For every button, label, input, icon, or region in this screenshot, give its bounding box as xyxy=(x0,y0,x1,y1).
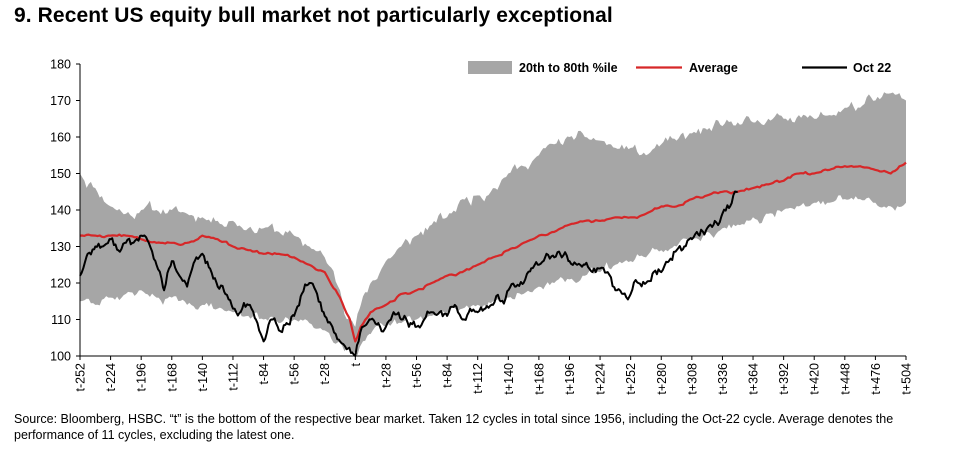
x-tick-label: t-28 xyxy=(318,363,332,385)
x-tick-label: t-224 xyxy=(104,363,118,392)
x-tick-label: t+420 xyxy=(808,363,822,395)
x-tick-label: t xyxy=(349,362,363,366)
y-tick-label: 140 xyxy=(50,204,71,218)
x-tick-label: t+280 xyxy=(655,363,669,395)
legend-band-label: 20th to 80th %ile xyxy=(519,61,618,75)
x-tick-label: t-112 xyxy=(227,363,241,391)
x-tick-label: t+252 xyxy=(624,363,638,395)
chart: 100 110 120 130 140 150 160 170 180 t-252 t-224 t-1… xyxy=(50,58,913,395)
x-tick-label: t+476 xyxy=(869,363,883,395)
x-tick-label: t+28 xyxy=(379,363,393,388)
legend-oct22-label: Oct 22 xyxy=(853,61,891,75)
y-tick-label: 130 xyxy=(50,240,71,254)
x-tick-label: t+448 xyxy=(838,363,852,395)
x-tick-label: t-140 xyxy=(196,363,210,392)
x-tick-label: t+392 xyxy=(777,363,791,395)
legend: 20th to 80th %ile Average Oct 22 xyxy=(468,61,891,75)
legend-average-label: Average xyxy=(689,61,738,75)
x-tick-label: t+196 xyxy=(563,363,577,395)
x-tick-label: t+56 xyxy=(410,363,424,388)
y-tick-label: 120 xyxy=(50,277,71,291)
x-tick-label: t-84 xyxy=(257,363,271,385)
y-tick-label: 170 xyxy=(50,94,71,108)
x-tick-label: t+140 xyxy=(502,363,516,395)
x-tick-label: t+364 xyxy=(747,363,761,395)
y-tick-label: 150 xyxy=(50,167,71,181)
x-tick-label: t+308 xyxy=(685,363,699,395)
y-tick-label: 100 xyxy=(50,350,71,364)
source-note: Source: Bloomberg, HSBC. “t” is the bott… xyxy=(14,412,894,442)
axes-layer: 100 110 120 130 140 150 160 170 180 t-252 t-224 t-1… xyxy=(50,58,913,395)
y-tick-label: 110 xyxy=(51,313,71,327)
oct22-line xyxy=(79,190,738,357)
series-layer xyxy=(79,161,907,357)
x-tick-label: t+224 xyxy=(594,363,608,395)
x-tick-label: t-168 xyxy=(165,363,179,392)
legend-band-swatch xyxy=(468,61,512,74)
x-tick-label: t+112 xyxy=(471,363,485,394)
chart-title: 9. Recent US equity bull market not part… xyxy=(14,4,613,27)
x-tick-label: t+504 xyxy=(900,363,914,395)
x-tick-label: t+336 xyxy=(716,363,730,395)
x-tick-label: t+168 xyxy=(532,363,546,395)
y-tick-label: 180 xyxy=(50,58,71,72)
average-line xyxy=(79,161,907,343)
band-layer xyxy=(80,92,906,356)
percentile-band xyxy=(80,92,906,356)
x-tick-label: t-252 xyxy=(74,363,88,392)
x-tick-label: t-56 xyxy=(288,363,302,385)
x-tick-label: t+84 xyxy=(441,363,455,388)
y-tick-label: 160 xyxy=(50,131,71,145)
x-tick-label: t-196 xyxy=(135,363,149,392)
